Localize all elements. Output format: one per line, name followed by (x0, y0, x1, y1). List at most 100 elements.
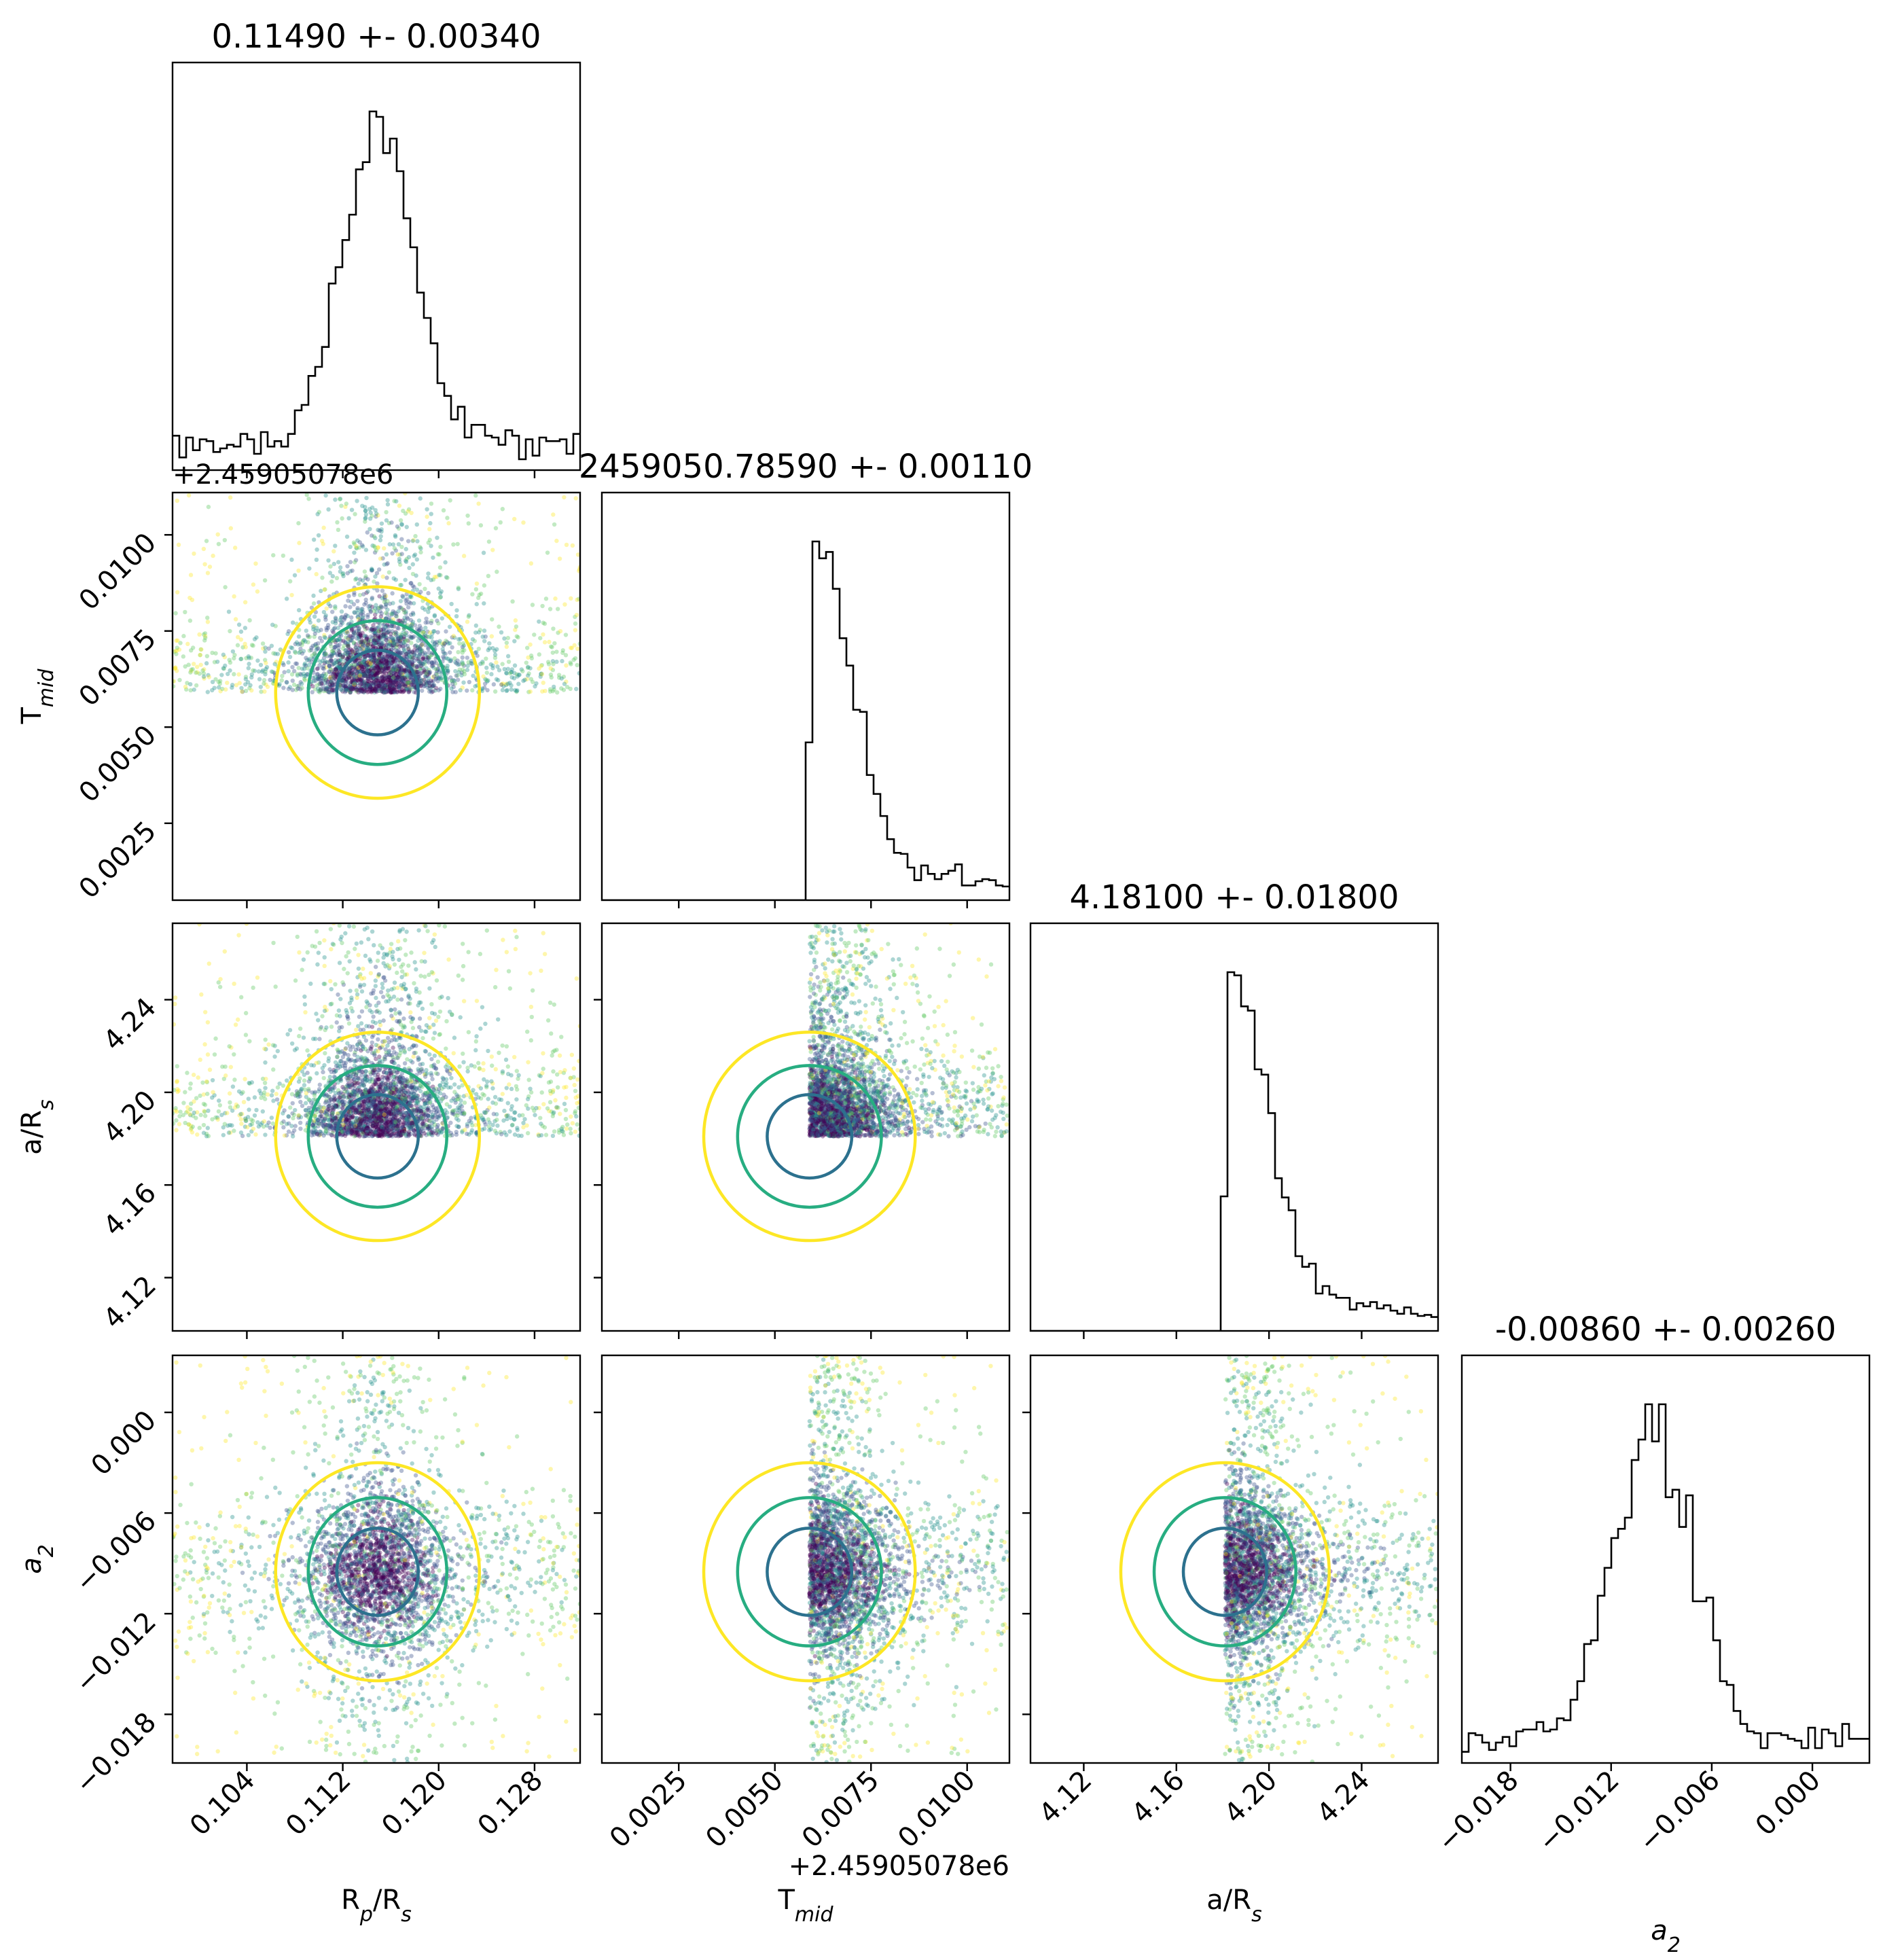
sample-point (553, 596, 558, 601)
sample-point (439, 589, 444, 594)
sample-point (340, 621, 345, 626)
sample-point (363, 670, 367, 675)
sample-point (401, 647, 407, 652)
sample-point (410, 635, 415, 640)
sample-point (373, 665, 378, 670)
sample-point (389, 1014, 394, 1018)
sample-point (417, 1016, 423, 1021)
sample-point (498, 520, 503, 525)
sample-point (368, 628, 373, 633)
sample-point (175, 638, 180, 643)
sample-point (304, 493, 309, 497)
sample-point (365, 615, 370, 620)
sample-point (373, 677, 378, 682)
sample-point (277, 681, 282, 687)
sample-point (420, 629, 426, 635)
sample-point (389, 902, 393, 906)
sample-point (357, 643, 362, 648)
sample-point (352, 662, 357, 667)
sample-point (422, 670, 427, 675)
sample-point (382, 597, 388, 602)
sample-point (473, 1039, 479, 1044)
sample-point (389, 660, 395, 666)
sample-point (259, 669, 265, 674)
sample-point (215, 532, 220, 537)
sample-point (329, 676, 334, 681)
sample-point (236, 622, 242, 627)
sample-point (394, 677, 399, 682)
sample-point (441, 654, 446, 660)
sample-point (433, 666, 439, 672)
sample-point (373, 630, 378, 635)
sample-point (287, 1028, 293, 1033)
sample-point (357, 661, 362, 666)
sample-point (443, 560, 448, 565)
sample-point (379, 661, 384, 666)
sample-point (416, 628, 421, 633)
sample-point (375, 671, 380, 675)
sample-point (540, 1124, 545, 1128)
sample-point (346, 647, 351, 653)
sample-point (367, 660, 373, 664)
sample-point (483, 1021, 488, 1027)
sample-point (551, 684, 556, 690)
sample-point (429, 635, 434, 640)
sample-point (340, 654, 346, 659)
sample-point (354, 546, 359, 551)
sample-point (273, 624, 278, 628)
sample-point (548, 607, 553, 611)
sample-point (371, 623, 376, 628)
sample-point (451, 633, 456, 639)
sample-point (369, 654, 374, 658)
sample-point (393, 482, 397, 486)
sample-point (374, 571, 380, 575)
sample-point (429, 620, 433, 626)
sample-point (345, 786, 349, 790)
sample-point (436, 676, 442, 681)
sample-point (390, 681, 395, 686)
sample-point (346, 671, 351, 676)
sample-point (411, 537, 416, 543)
sample-point (321, 676, 326, 681)
sample-point (401, 678, 406, 683)
sample-point (392, 499, 397, 503)
sample-point (173, 679, 177, 684)
sample-point (342, 683, 346, 688)
sample-point (427, 650, 431, 655)
sample-point (384, 510, 389, 515)
sample-point (345, 685, 351, 691)
sample-point (361, 662, 366, 666)
sample-point (455, 673, 460, 678)
sample-point (344, 686, 348, 691)
sample-point (396, 664, 401, 669)
sample-point (348, 663, 354, 669)
sample-point (370, 674, 375, 679)
sample-point (381, 689, 386, 694)
sample-point (550, 668, 556, 673)
sample-point (333, 606, 338, 611)
sample-point (355, 632, 360, 638)
sample-point (401, 643, 406, 649)
sample-point (295, 686, 300, 691)
sample-point (470, 637, 476, 642)
sample-point (357, 669, 362, 673)
sample-point (489, 672, 494, 677)
sample-point (270, 622, 275, 627)
sample-point (363, 664, 369, 669)
sample-point (429, 678, 434, 683)
sample-point (373, 984, 378, 988)
sample-point (406, 509, 410, 514)
sample-point (359, 666, 365, 671)
sample-point (575, 1077, 580, 1082)
sample-point (379, 611, 384, 616)
sample-point (183, 664, 187, 669)
sample-point (372, 635, 377, 640)
sample-point (380, 689, 385, 694)
sample-point (409, 622, 414, 627)
sample-point (293, 650, 298, 655)
sample-point (274, 660, 279, 664)
sample-point (300, 666, 305, 671)
sample-point (564, 542, 569, 548)
sample-point (344, 914, 348, 918)
sample-point (425, 669, 431, 674)
